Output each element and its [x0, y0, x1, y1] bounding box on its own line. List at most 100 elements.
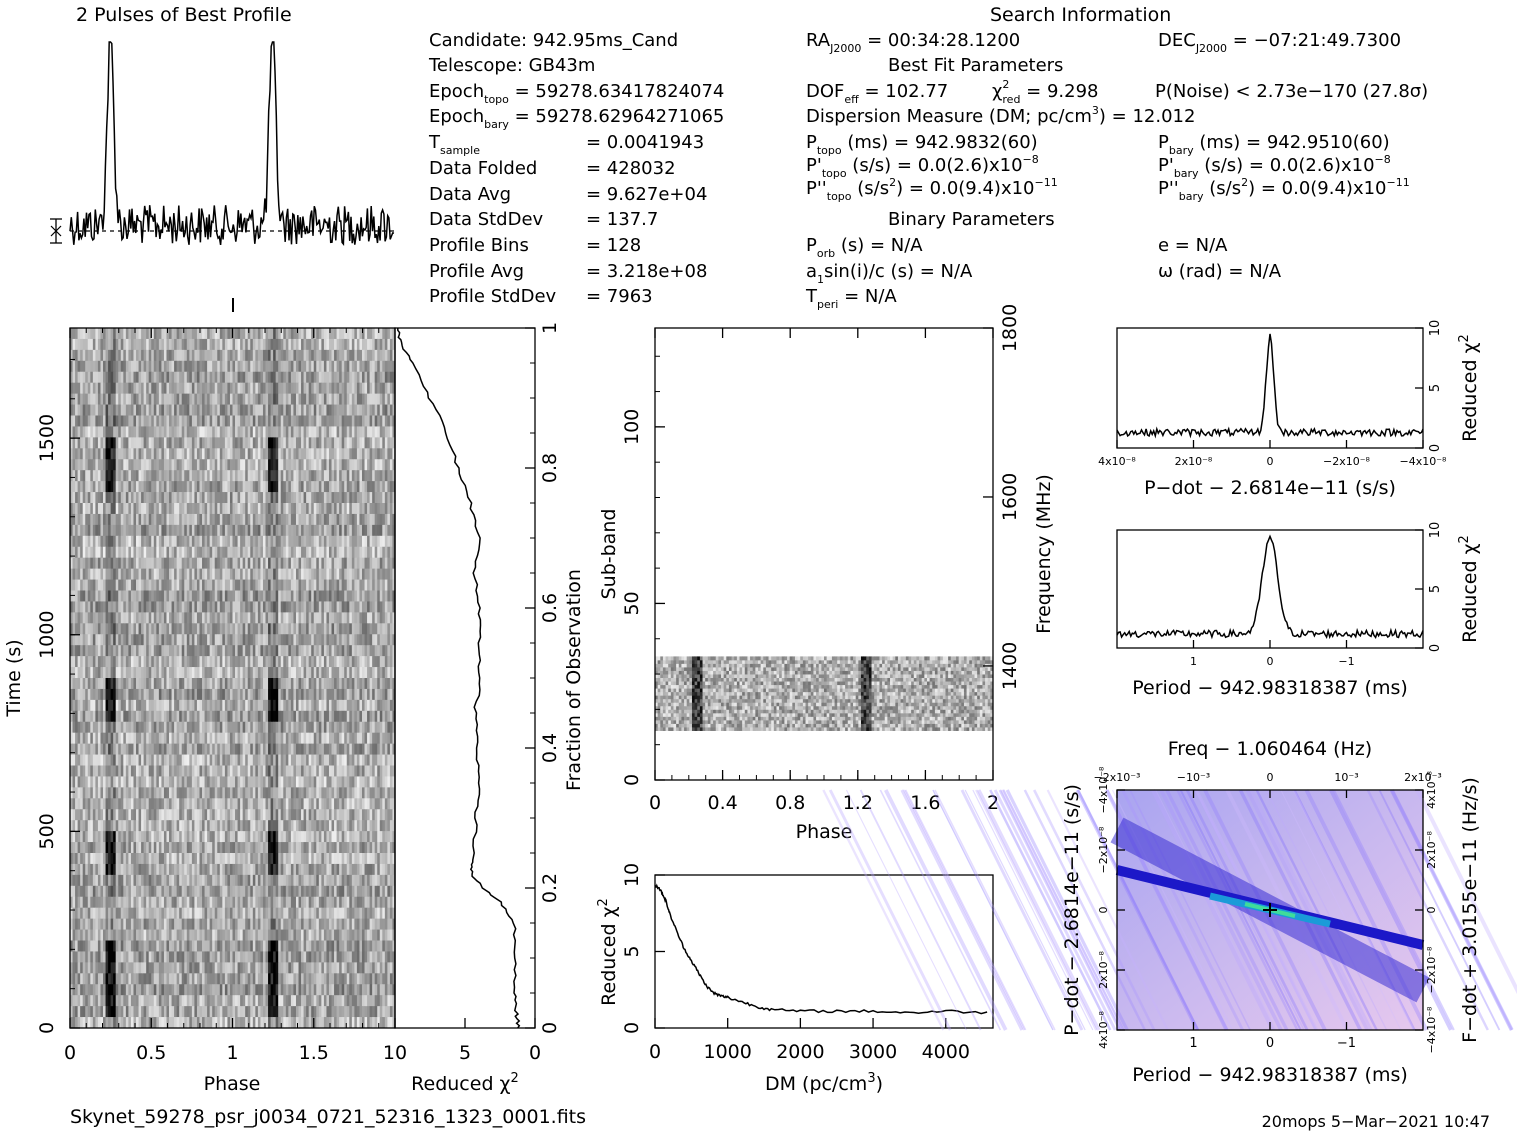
time-phase-cell [301, 743, 304, 755]
time-phase-cell [270, 601, 274, 613]
time-phase-cell [334, 481, 337, 493]
time-phase-cell [90, 393, 94, 405]
time-phase-cell [103, 579, 106, 591]
time-phase-cell [339, 710, 343, 723]
time-phase-cell [179, 557, 183, 570]
time-phase-cell [374, 360, 378, 373]
time-phase-cell [374, 503, 378, 515]
time-phase-cell [257, 656, 261, 668]
time-phase-cell [85, 328, 89, 340]
time-phase-cell [326, 415, 330, 427]
time-phase-cell [295, 448, 299, 460]
time-phase-cell [311, 524, 315, 537]
time-phase-cell [273, 371, 277, 384]
time-phase-cell [369, 645, 373, 657]
time-phase-cell [202, 371, 205, 384]
time-phase-cell [186, 579, 190, 591]
time-phase-cell [372, 568, 376, 580]
time-phase-cell [136, 448, 139, 460]
time-phase-cell [204, 404, 208, 416]
time-phase-cell [113, 360, 117, 373]
time-phase-cell [108, 524, 112, 537]
time-phase-cell [174, 404, 178, 416]
time-phase-cell [303, 513, 307, 526]
time-phase-cell [174, 579, 178, 591]
time-phase-cell [298, 667, 302, 679]
time-phase-cell [377, 623, 381, 635]
time-phase-cell [138, 590, 142, 602]
time-phase-cell [268, 503, 271, 515]
time-phase-cell [374, 546, 378, 559]
time-phase-cell [387, 710, 391, 723]
time-phase-cell [171, 645, 175, 657]
time-phase-cell [245, 492, 249, 504]
time-phase-cell [179, 568, 183, 580]
time-phase-cell [364, 437, 368, 449]
time-phase-cell [306, 546, 310, 559]
time-phase-cell [118, 448, 122, 460]
time-phase-cell [70, 492, 73, 504]
time-phase-cell [285, 557, 289, 570]
time-phase-cell [174, 382, 178, 395]
profile-panel [50, 41, 395, 312]
time-phase-cell [108, 699, 112, 712]
time-phase-cell [257, 415, 261, 427]
time-phase-cell [316, 601, 320, 613]
time-phase-cell [250, 590, 254, 602]
time-phase-cell [283, 393, 287, 405]
time-phase-cell [265, 371, 269, 384]
time-phase-cell [275, 645, 279, 657]
time-phase-cell [204, 743, 208, 755]
time-phase-cell [235, 699, 238, 712]
time-phase-cell [146, 393, 150, 405]
time-phase-cell [181, 448, 185, 460]
time-phase-cell [303, 546, 307, 559]
time-phase-cell [217, 393, 221, 405]
time-phase-cell [123, 371, 127, 384]
time-phase-cell [120, 590, 124, 602]
time-phase-cell [174, 678, 178, 690]
time-phase-cell [148, 360, 152, 373]
time-phase-cell [199, 492, 203, 504]
time-phase-cell [237, 492, 241, 504]
time-phase-cell [90, 667, 94, 679]
time-phase-cell [222, 492, 226, 504]
time-phase-cell [303, 623, 307, 635]
time-phase-cell [229, 513, 233, 526]
time-phase-cell [364, 371, 368, 384]
time-phase-cell [260, 481, 264, 493]
time-phase-cell [377, 415, 381, 427]
info-row: Data Avg = 9.627e+04 [429, 184, 707, 205]
time-phase-cell [339, 349, 343, 362]
time-phase-cell [260, 459, 264, 471]
time-phase-cell [356, 426, 360, 438]
time-phase-cell [316, 557, 320, 570]
time-phase-cell [80, 568, 84, 580]
time-phase-cell [219, 678, 223, 690]
time-phase-cell [199, 710, 203, 723]
time-phase-cell [321, 382, 325, 395]
time-phase-cell [265, 721, 269, 734]
time-phase-cell [321, 513, 325, 526]
time-phase-cell [240, 568, 244, 580]
time-phase-cell [82, 546, 86, 559]
time-phase-cell [374, 634, 378, 646]
time-phase-cell [184, 338, 188, 351]
time-phase-cell [303, 415, 307, 427]
time-phase-cell [130, 371, 134, 384]
time-phase-cell [311, 437, 315, 449]
time-phase-cell [171, 667, 175, 679]
time-phase-cell [262, 699, 266, 712]
time-phase-cell [176, 688, 180, 701]
time-phase-cell [113, 535, 117, 548]
time-phase-cell [115, 601, 119, 613]
time-phase-cell [240, 437, 244, 449]
time-phase-cell [379, 459, 383, 471]
time-phase-cell [189, 656, 193, 668]
time-phase-cell [179, 492, 183, 504]
time-phase-cell [252, 448, 256, 460]
time-phase-cell [110, 732, 114, 745]
time-phase-cell [77, 459, 81, 471]
time-phase-cell [136, 371, 139, 384]
time-phase-cell [163, 513, 167, 526]
